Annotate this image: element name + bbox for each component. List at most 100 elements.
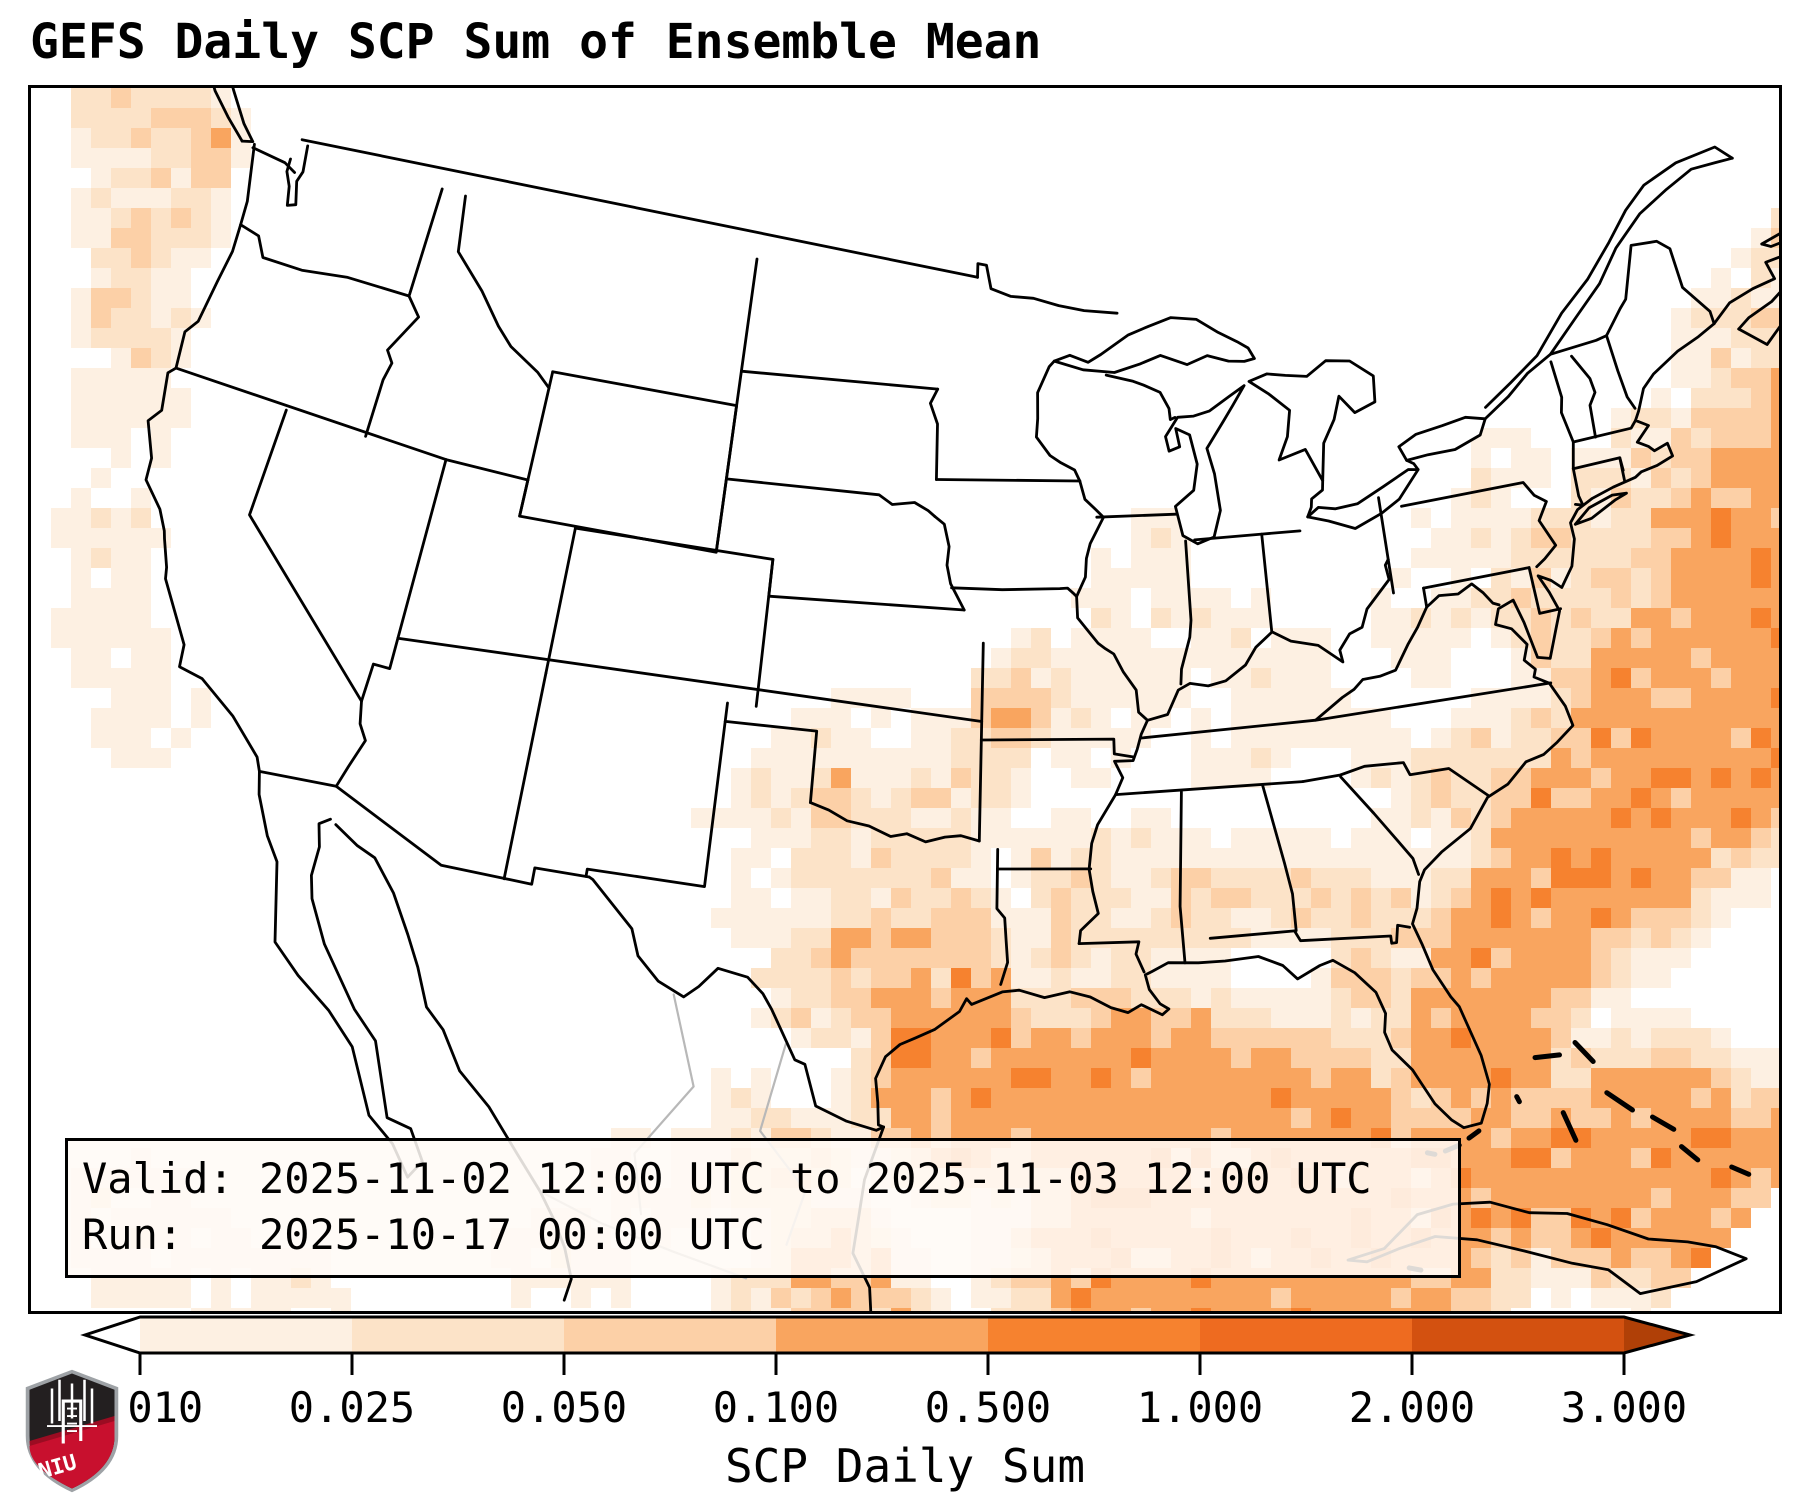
map-border-line [144,142,261,773]
niu-castle-icon [47,1379,97,1444]
map-border-line [1314,605,1429,722]
map-border-line [1377,496,1390,561]
map-border-line [1712,255,1779,326]
map-border-line [767,558,775,598]
map-border-line [1035,359,1082,483]
map-border-line [1179,539,1193,686]
map-border-line [444,458,530,482]
map-border-line [1484,145,1734,409]
scp-colorbar[interactable]: 0.010 0.025 0.050 0.100 0.500 1.000 2.000 3.000… [0,1300,1803,1500]
colorbar-under-arrow [85,1317,140,1353]
map-border-line [334,458,448,788]
map-border-line [248,408,363,703]
map-border-line [212,88,244,143]
map-border-line [1422,582,1501,609]
map-border-line [714,257,759,554]
map-border-line [1422,566,1531,590]
map-border-line [933,515,966,612]
map-border-line [1527,566,1562,615]
map-border-line [251,146,296,174]
map-border-line [1618,456,1626,482]
map-border-line [1306,479,1325,519]
map-border-line [456,194,551,390]
map-border-line [725,477,937,518]
map-border-line [1549,239,1716,356]
page-title: GEFS Daily SCP Sum of Ensemble Mean [30,14,1042,70]
map-border-line [1339,775,1420,876]
lake-outline [1052,316,1256,374]
colorbar-bin-1 [352,1317,564,1353]
map-border-line [1737,291,1779,331]
map-border-line [809,801,981,844]
map-border-line [995,848,1009,986]
map-border-line [1208,923,1412,945]
map-border-line [1095,512,1178,519]
map-border-line [584,701,729,888]
map-border-line [587,875,885,1132]
island-outline [1650,1114,1677,1132]
map-border-line [174,366,448,461]
map-border-line [1605,334,1637,410]
map-border-line [950,586,1078,598]
map-border-line [1075,479,1149,945]
scp-shading-level-1 [51,88,1779,1311]
map-border-line [1405,459,1420,471]
colorbar-bin-6 [1412,1317,1624,1353]
map-border-line [258,770,591,886]
map-frame: Valid: 2025-11-02 12:00 UTC to 2025-11-0… [28,85,1782,1314]
map-border-line [1146,558,1391,722]
lake-outline [1164,384,1246,546]
map-border-line [1178,790,1187,965]
map-border-line [1193,529,1302,542]
colorbar-tick-label-0.100: 0.100 [713,1383,839,1432]
lake-outline [1247,359,1377,483]
map-border-line [1400,481,1558,569]
colorbar-area: 0.010 0.025 0.050 0.100 0.500 1.000 2.000 3.000… [0,1300,1803,1500]
map-border-line [935,478,1082,483]
map-border-line [979,737,1135,759]
map-border-line [767,594,966,612]
island-outline [1604,1090,1635,1113]
map-border-line [977,641,985,843]
forecast-info-box: Valid: 2025-11-02 12:00 UTC to 2025-11-0… [65,1138,1461,1278]
lake-outline [1306,468,1420,530]
colorbar-tick-label-0.025: 0.025 [289,1383,415,1432]
map-border-line [1386,558,1395,595]
map-border-line [1573,491,1628,526]
map-border-line [231,88,255,143]
map-border-line [1261,784,1298,933]
map-border-line [364,294,420,438]
colorbar-bin-5 [1200,1317,1412,1353]
map-border-line [1077,940,1146,974]
colorbar-tick-label-0.050: 0.050 [501,1383,627,1432]
map-border-line [408,187,444,297]
valid-time-label: Valid: 2025-11-02 12:00 UTC to 2025-11-0… [82,1154,1372,1203]
map-border-line [502,671,548,881]
island-outline [1572,1040,1596,1064]
map-border-line [929,387,940,481]
colorbar-bin-4 [988,1317,1200,1353]
niu-logo: NIU [25,1369,119,1493]
map-border-line [1104,373,1177,421]
colorbar-tick-label-1.000: 1.000 [1137,1383,1263,1432]
map-border-line [239,223,411,298]
map-border-line [1114,780,1304,796]
map-border-line [723,720,819,804]
map-border-line [1760,232,1779,248]
scp-shading-level-5 [891,508,1779,1311]
island-outline [1514,1094,1522,1105]
map-border-line [1570,354,1597,439]
map-border-line [396,636,984,723]
conus-scp-map[interactable] [31,88,1779,1311]
map-border-line [300,138,979,279]
island-outline [1729,1164,1752,1177]
colorbar-axis-label: SCP Daily Sum [725,1439,1085,1493]
run-time-label: Run: 2025-10-17 00:00 UTC [82,1210,765,1259]
island-outline [1679,1144,1701,1163]
colorbar-tick-label-2.000: 2.000 [1349,1383,1475,1432]
map-border-line [544,526,577,675]
map-border-line [1301,761,1491,798]
scp-shading-level-4 [211,128,1779,1311]
scp-shading-level-3 [91,88,1779,1311]
